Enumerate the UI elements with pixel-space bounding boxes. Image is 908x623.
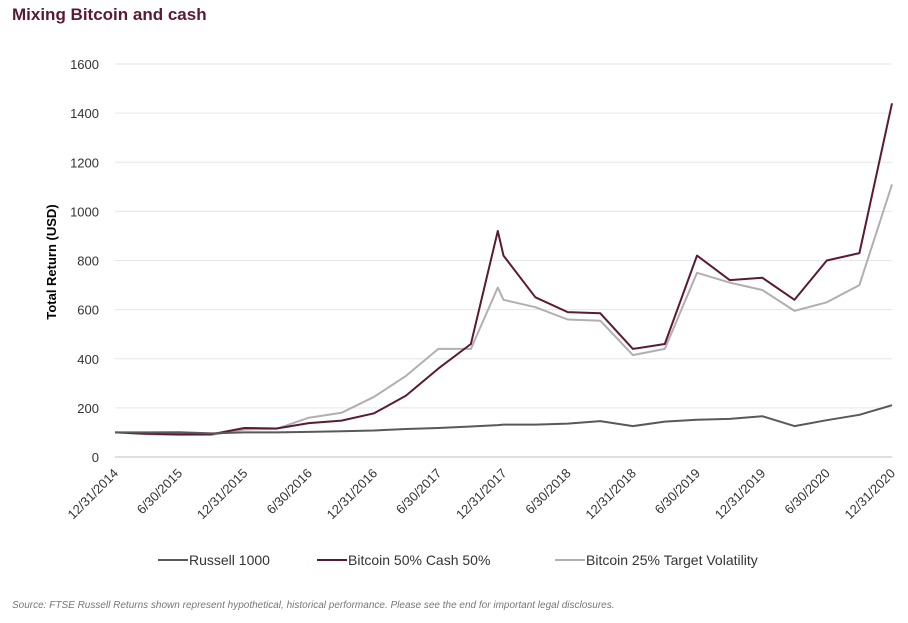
chart-title: Mixing Bitcoin and cash — [12, 5, 207, 24]
x-tick-label: 12/31/2019 — [712, 466, 769, 523]
y-axis-ticks: 0 200 400 600 800 1000 1200 1400 1600 — [70, 57, 99, 465]
y-tick-label: 200 — [77, 401, 99, 416]
x-tick-label: 6/30/2017 — [393, 466, 445, 518]
legend-label: Bitcoin 50% Cash 50% — [348, 552, 490, 568]
series-line — [115, 404, 893, 435]
y-tick-label: 400 — [77, 352, 99, 367]
y-tick-label: 600 — [77, 303, 99, 318]
x-tick-label: 12/31/2016 — [324, 466, 381, 523]
legend-label: Russell 1000 — [189, 552, 270, 568]
x-tick-label: 12/31/2015 — [194, 466, 251, 523]
legend-label: Bitcoin 25% Target Volatility — [586, 552, 758, 568]
x-tick-label: 6/30/2016 — [264, 466, 316, 518]
y-axis-label: Total Return (USD) — [44, 204, 59, 319]
series-line — [114, 103, 893, 436]
legend-item: Bitcoin 25% Target Volatility — [555, 552, 758, 568]
x-axis-ticks: 12/31/2014 6/30/2015 12/31/2015 6/30/2016 12… — [64, 466, 898, 523]
series-line — [114, 184, 893, 436]
y-tick-label: 0 — [92, 450, 99, 465]
y-tick-label: 800 — [77, 254, 99, 269]
x-tick-label: 12/31/2020 — [841, 466, 898, 523]
legend-item: Russell 1000 — [158, 552, 270, 568]
line-chart: 0 200 400 600 800 1000 1200 1400 1600 12/31/2014… — [44, 57, 898, 568]
x-tick-label: 12/31/2018 — [582, 466, 639, 523]
y-tick-label: 1400 — [70, 106, 99, 121]
y-tick-label: 1600 — [70, 57, 99, 72]
x-tick-label: 6/30/2018 — [522, 466, 574, 518]
x-tick-label: 6/30/2020 — [781, 466, 833, 518]
x-tick-label: 12/31/2014 — [64, 466, 121, 523]
gridlines — [115, 63, 892, 458]
legend: Russell 1000 Bitcoin 50% Cash 50% Bitcoin … — [158, 552, 758, 568]
source-note: Source: FTSE Russell Returns shown repre… — [12, 600, 615, 611]
x-tick-label: 6/30/2019 — [652, 466, 704, 518]
x-tick-label: 6/30/2015 — [134, 466, 186, 518]
legend-item: Bitcoin 50% Cash 50% — [317, 552, 490, 568]
y-tick-label: 1000 — [70, 204, 99, 219]
series-lines — [114, 103, 893, 436]
x-tick-label: 12/31/2017 — [453, 466, 510, 523]
y-tick-label: 1200 — [70, 155, 99, 170]
